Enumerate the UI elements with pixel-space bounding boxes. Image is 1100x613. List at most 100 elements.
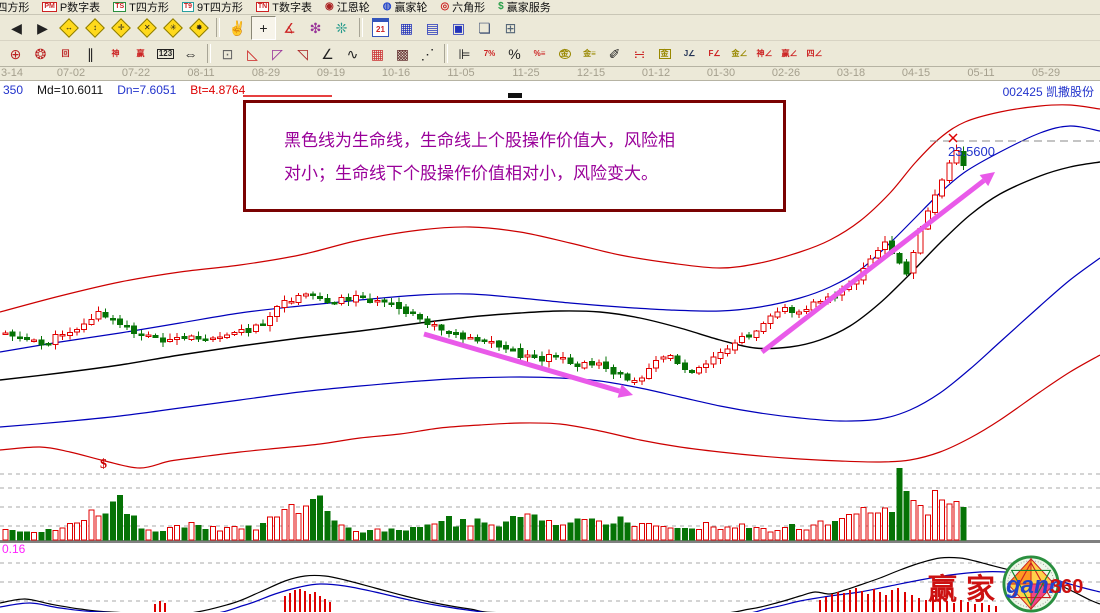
angle-lines-tool[interactable]: ∠ [315,42,340,66]
save-tool[interactable]: ▣ [446,16,471,40]
width-measure-tool[interactable]: ⇔ [178,42,203,66]
box-tool[interactable]: ⊡ [215,42,240,66]
calendar-tool[interactable]: 21 [368,16,393,40]
diamond-zoom-diagonal-icon: ✕ [136,17,157,38]
ying-angle-tool[interactable]: 赢∠ [777,42,802,66]
annotation-drag-handle[interactable] [508,93,522,98]
date-label-03-18: 03-18 [836,67,866,79]
calculator-tool[interactable]: ▦ [394,16,419,40]
date-label-11-05: 11-05 [447,67,475,79]
trend-arrow-1[interactable] [423,331,621,394]
chart-canvas[interactable]: $23.5600 0.16 [0,81,1100,612]
logo-en-text: gann [1006,572,1064,599]
menu-t-square[interactable]: TS T四方形 [113,0,169,14]
gold-lines-tool-icon: 金≡ [583,48,596,58]
diamond-scroll-up-down[interactable]: ↕ [82,16,107,40]
fan-square-dark-tool[interactable]: ◹ [290,42,315,66]
date-label-11-25: 11-25 [512,67,540,79]
diamond-zoom-center[interactable]: ✛ [108,16,133,40]
menu-9t-square-icon: T9 [181,2,195,12]
menu-t-square-icon: TS [113,2,127,12]
notepad-tool[interactable]: ▤ [420,16,445,40]
volume-scale-label: 0.16 [2,542,26,556]
diamond-zoom-all[interactable]: ✳ [160,16,185,40]
percent-lines-tool[interactable]: %≡ [527,42,552,66]
band-black-mid [0,161,1100,381]
menu-t-table[interactable]: TN T数字表 [255,0,312,14]
shen-grid-tool-icon: 神 [111,48,120,58]
grid-tool[interactable]: ▦ [365,42,390,66]
brain-tool[interactable]: ❊ [329,16,354,40]
menu-winner-wheel[interactable]: ◍ 赢家轮 [383,0,428,15]
band-wave-tool-icon: ∺ [633,45,646,62]
gann-band-lines [0,104,1100,469]
gold-lines-tool[interactable]: 金≡ [577,42,602,66]
band-wave-tool[interactable]: ∺ [627,42,652,66]
trend-arrow-2[interactable] [760,178,986,354]
menu-winner-service[interactable]: $ 赢家服务 [498,0,551,15]
menu-hexagon-label: 六角形 [452,2,486,14]
date-label-07-22: 07-22 [121,67,151,79]
menu-9t-square[interactable]: T9 9T四方形 [181,0,243,14]
menu-gann-wheel[interactable]: ◉ 江恩轮 [325,0,370,15]
date-label-09-19: 09-19 [316,67,346,79]
gann-circle-tool[interactable]: ⊕ [3,42,28,66]
ribbon-tool[interactable]: ❇ [303,16,328,40]
fan-in-square-tool[interactable]: ◸ [265,42,290,66]
ruler-123-tool[interactable]: 123 [153,42,178,66]
forward-button[interactable]: ▶ [30,16,55,40]
gold-angle-tool[interactable]: 金∠ [727,42,752,66]
date-label-12-15: 12-15 [576,67,606,79]
wave-tool[interactable]: ∿ [340,42,365,66]
j-angle-tool[interactable]: J∠ [677,42,702,66]
menu-hexagon-icon: ◎ [440,1,450,12]
menu-p-square[interactable]: P四方形 [0,0,29,14]
square-spiral-tool-icon: 回 [61,48,70,58]
calculator-tool-icon: ▦ [399,19,414,36]
back-button[interactable]: ◀ [4,16,29,40]
diamond-scroll-left-right[interactable]: ↔ [56,16,81,40]
annotation-box[interactable]: 黑色线为生命线，生命线上个股操作价值大，风险相对小；生命线下个股操作价值相对小，… [243,100,786,212]
gann-fan-tool[interactable]: ◺ [240,42,265,66]
menu-winner-service-label: 赢家服务 [506,2,551,14]
si-angle-tool-icon: 四∠ [806,48,823,58]
shen-angle-tool[interactable]: 神∠ [752,42,777,66]
grid-arrow-tool-icon: ▩ [395,45,410,62]
menu-p-table[interactable]: PM P数字表 [42,0,100,14]
menu-t-square-label: T四方形 [129,2,169,14]
price-ladder-tool[interactable]: ⊫ [452,42,477,66]
percent-ruler-tool[interactable]: 7% [477,42,502,66]
grid-arrow-tool[interactable]: ▩ [390,42,415,66]
parallel-lines-tool[interactable]: ⋰ [415,42,440,66]
trend-arrows [423,172,995,398]
gold-circle-tool[interactable]: 金 [552,42,577,66]
macd-layer [0,556,1100,612]
percent-ruler-tool-icon: 7% [483,48,496,58]
gold-box-tool[interactable]: 金 [652,42,677,66]
status-value-2: Dn=7.6051 [117,83,177,97]
pen-tool[interactable]: ✐ [602,42,627,66]
ruler-123-tool-icon: 123 [156,48,175,59]
angle-measure-tool[interactable]: ∡ [277,16,302,40]
diamond-zoom-full[interactable]: ✸ [186,16,211,40]
diamond-zoom-diagonal[interactable]: ✕ [134,16,159,40]
crosshair-tool[interactable]: + [251,15,276,40]
toolbar-separator [216,18,220,37]
print-tool[interactable]: ⊞ [498,16,523,40]
kline-mark-tool[interactable]: ∥ [78,42,103,66]
ying-grid-tool[interactable]: 赢 [128,42,153,66]
gann-star-compass-tool-icon: ❂ [34,45,47,62]
pan-hand-tool[interactable]: ✌ [225,16,250,40]
date-label-01-30: 01-30 [706,67,736,79]
percent-tool[interactable]: % [502,42,527,66]
shen-grid-tool[interactable]: 神 [103,42,128,66]
square-spiral-tool[interactable]: 回 [53,42,78,66]
band-blue-upper [0,125,1100,353]
f-angle-tool[interactable]: F∠ [702,42,727,66]
date-label-3-14: 3-14 [0,67,24,79]
si-angle-tool[interactable]: 四∠ [802,42,827,66]
gann-star-compass-tool[interactable]: ❂ [28,42,53,66]
chart-export-tool[interactable]: ❏ [472,16,497,40]
menu-hexagon[interactable]: ◎ 六角形 [440,0,485,15]
